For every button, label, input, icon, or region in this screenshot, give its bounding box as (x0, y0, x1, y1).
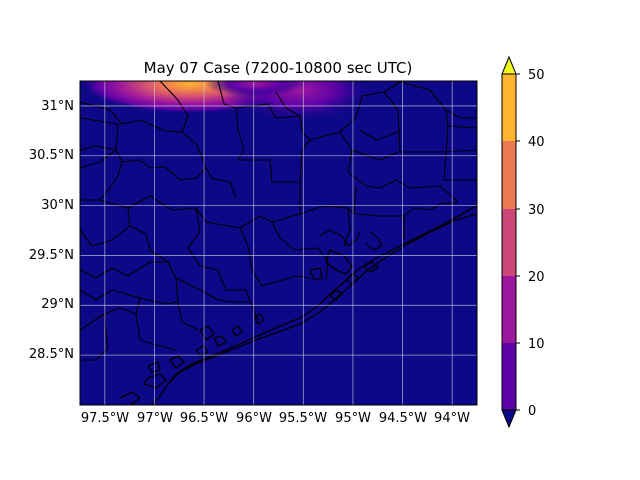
lon-tick-label: 94.5°W (379, 411, 427, 426)
lon-tick-label: 95.5°W (279, 411, 327, 426)
lon-axis: 97.5°W 97°W 96.5°W 96°W 95.5°W 95°W 94.5… (81, 411, 470, 426)
lat-tick-label: 29.5°N (29, 248, 74, 263)
colorbar-tick-label: 20 (528, 270, 545, 285)
lon-tick-label: 97.5°W (81, 411, 129, 426)
lon-tick-label: 94°W (434, 411, 470, 426)
colorbar-segment (502, 276, 516, 343)
colorbar-frame (501, 73, 517, 411)
map-frame (79, 80, 478, 406)
gridlines (80, 81, 477, 405)
county-boundaries (80, 81, 477, 361)
lon-tick-label: 96.5°W (180, 411, 228, 426)
lat-tick-label: 30.5°N (29, 148, 74, 163)
hotspot-tertiary (205, 81, 305, 96)
lat-tick-label: 28.5°N (29, 347, 74, 362)
lat-tick-label: 30°N (41, 198, 74, 213)
colorbar-under-arrow (501, 409, 517, 429)
colorbar-segment (502, 209, 516, 276)
lat-tick-label: 29°N (41, 297, 74, 312)
lon-tick-label: 95°W (335, 411, 371, 426)
colorbar-segment (502, 343, 516, 410)
lat-tick-label: 31°N (41, 99, 74, 114)
colorbar: 0 10 20 30 40 50 (501, 55, 545, 429)
lon-tick-label: 96°W (236, 411, 272, 426)
colorbar-tick-label: 50 (528, 68, 545, 83)
map-panel (79, 80, 478, 406)
lat-axis: 28.5°N 29°N 29.5°N 30°N 30.5°N 31°N (29, 99, 74, 362)
colorbar-segment (502, 74, 516, 141)
lon-tick-label: 97°W (137, 411, 173, 426)
colorbar-segment (502, 141, 516, 209)
coastline (119, 205, 477, 405)
map-title: May 07 Case (7200-10800 sec UTC) (144, 59, 413, 77)
colorbar-tick-label: 30 (528, 203, 545, 218)
colorbar-over-arrow (501, 55, 517, 75)
colorbar-tick-label: 10 (528, 337, 545, 352)
colorbar-tick-label: 40 (528, 135, 545, 150)
colorbar-tick-label: 0 (528, 404, 536, 419)
map-background (80, 81, 477, 405)
